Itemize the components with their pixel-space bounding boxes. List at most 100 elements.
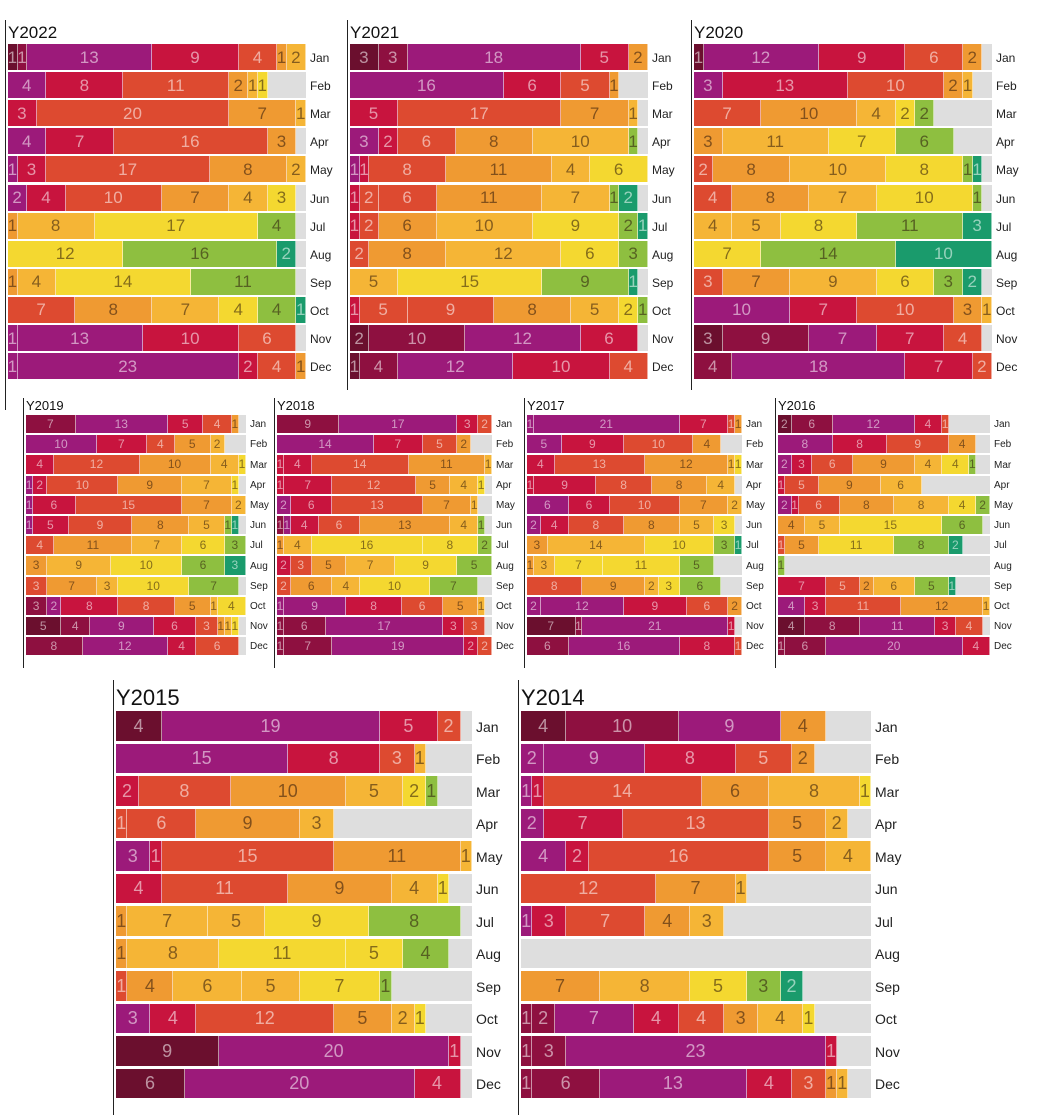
bar-segment: 5 <box>561 72 610 99</box>
month-label: Sep <box>310 275 332 290</box>
bar-segment: 18 <box>732 353 906 380</box>
bar-segment: 10 <box>47 475 119 494</box>
segment-value-label: 10 <box>933 244 953 264</box>
bar-segment: 11 <box>722 128 829 155</box>
bar-segment: 1 <box>478 516 486 535</box>
month-label: Nov <box>496 621 514 633</box>
segment-value-label: 1 <box>727 457 735 472</box>
segment-value-label: 12 <box>254 1008 275 1029</box>
segment-value-label: 2 <box>363 216 374 236</box>
panel-axis-line <box>274 398 275 668</box>
bar-segment: 10 <box>761 100 858 127</box>
segment-value-label: 9 <box>589 437 596 452</box>
bar-segment: 2 <box>210 435 225 454</box>
segment-value-label: 2 <box>780 497 788 512</box>
bar-segment: 12 <box>196 1003 335 1033</box>
bar-segment: 11 <box>408 455 486 474</box>
segment-value-label: 3 <box>803 1073 814 1094</box>
segment-value-label: 1 <box>231 619 239 634</box>
bar-segment: 4 <box>217 596 246 615</box>
segment-value-label: 4 <box>958 437 966 452</box>
bar-segment: 1 <box>521 906 533 936</box>
bar-segment: 3 <box>935 617 956 636</box>
segment-value-label: 1 <box>962 75 973 95</box>
bar-segment: 6 <box>784 637 826 656</box>
month-row: 1 13 10 6 <box>8 325 306 352</box>
bar-segment: 7 <box>182 495 232 514</box>
segment-value-label: 3 <box>127 1008 138 1029</box>
month-row: 1 4 14 11 1 <box>277 455 492 474</box>
segment-value-label: 4 <box>924 457 932 472</box>
segment-value-label: 2 <box>235 497 242 512</box>
bar-segment: 4 <box>914 455 943 474</box>
month-label: Nov <box>875 1043 900 1060</box>
bar-segment: 9 <box>561 435 625 454</box>
segment-value-label: 1 <box>470 497 478 512</box>
segment-value-label: 2 <box>243 356 253 376</box>
bar-segment: 1 <box>258 72 268 99</box>
segment-value-label: 9 <box>724 715 735 736</box>
segment-value-label: 9 <box>609 578 617 593</box>
bar-segment: 2 <box>231 495 246 514</box>
bar-segment: 1 <box>478 596 486 615</box>
bar-segment: 4 <box>551 156 591 183</box>
segment-value-label: 5 <box>798 538 805 553</box>
month-label: Jan <box>250 419 267 431</box>
segment-value-label: 8 <box>746 159 756 179</box>
bar-segment: 4 <box>391 873 438 903</box>
bar-segment: 4 <box>914 415 943 434</box>
bar-segment: 4 <box>219 296 258 323</box>
month-row: 3 1 15 11 1 <box>116 841 472 871</box>
segment-value-label: 8 <box>446 538 454 553</box>
month-label: Mar <box>496 459 514 471</box>
bar-segment: 8 <box>369 240 447 267</box>
segment-value-label: 1 <box>972 159 982 179</box>
bar-segment: 3 <box>694 128 723 155</box>
bar-segment: 1 <box>803 1003 815 1033</box>
segment-value-label: 7 <box>257 103 267 123</box>
bar-segment: 1 <box>728 415 736 434</box>
bar-segment: 5 <box>380 711 438 741</box>
segment-value-label: 4 <box>871 103 881 123</box>
segment-value-label: 3 <box>533 538 541 553</box>
month-row: 14 7 5 2 <box>277 435 492 454</box>
month-label: Dec <box>652 360 674 375</box>
segment-value-label: 8 <box>409 910 420 931</box>
bar-segment: 5 <box>415 475 451 494</box>
month-label: Jul <box>476 913 494 930</box>
segment-value-label: 1 <box>276 477 284 492</box>
segment-value-label: 15 <box>883 518 898 533</box>
segment-value-label: 2 <box>526 748 537 769</box>
segment-value-label: 4 <box>300 518 308 533</box>
segment-value-label: 6 <box>307 578 315 593</box>
segment-value-label: 4 <box>252 47 263 67</box>
month-label: Sep <box>994 580 1012 592</box>
bar-segment: 1 <box>825 1036 838 1066</box>
bar-segment: 1 <box>277 44 287 71</box>
month-row: 1 2 10 9 7 1 <box>26 475 246 494</box>
segment-value-label: 4 <box>924 417 932 432</box>
segment-value-label: 3 <box>17 103 27 123</box>
segment-value-label: 3 <box>388 47 398 67</box>
segment-value-label: 2 <box>383 131 393 151</box>
segment-value-label: 3 <box>231 558 239 573</box>
month-label: Sep <box>746 580 764 592</box>
bar-segment: 2 <box>277 556 291 575</box>
bar-segment: 3 <box>96 576 119 595</box>
bar-segment: 18 <box>407 44 581 71</box>
month-row: 4 12 10 4 1 <box>26 455 246 474</box>
bar-segment: 4 <box>17 268 57 295</box>
bar-segment: 4 <box>758 1003 804 1033</box>
bar-segment: 2 <box>403 776 427 806</box>
bar-segment: 3 <box>532 906 567 936</box>
panel-axis-line <box>524 398 525 668</box>
segment-value-label: 15 <box>191 748 212 769</box>
segment-value-label: 14 <box>818 244 838 264</box>
bar-segment: 1 <box>359 156 370 183</box>
segment-value-label: 1 <box>777 558 785 573</box>
bar-segment: 5 <box>443 596 479 615</box>
segment-value-label: 6 <box>402 216 412 236</box>
month-row: 8 12 4 6 <box>26 637 246 656</box>
